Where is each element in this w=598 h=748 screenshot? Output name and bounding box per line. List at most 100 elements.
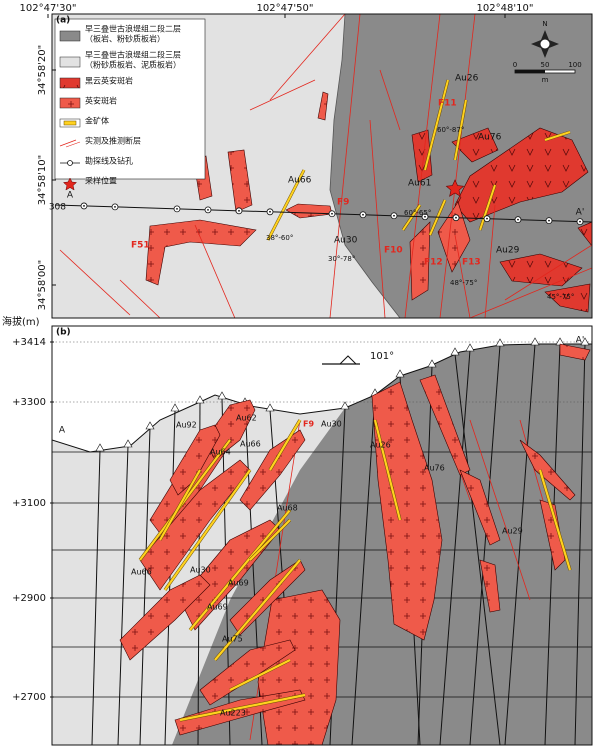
label: 102°47'30" [20,3,77,14]
ore-body [159,469,201,541]
collar [450,347,460,356]
fault [119,279,161,318]
dacite-porphyry [371,381,443,641]
intrusion [227,149,253,213]
azimuth-mark [339,355,357,365]
label: 34°58'00" [37,260,48,311]
collar [580,337,590,346]
drill-hole [139,427,151,745]
scale-bar-fill [515,70,545,73]
ore-body [267,169,305,241]
dacite-porphyry [119,574,211,661]
drill-hole [504,343,536,745]
ore-body [229,659,291,691]
legend-swatch [59,30,81,42]
intrusion [409,221,431,301]
intrusion [544,283,591,313]
topography [52,343,592,453]
label: 黑云英安斑岩 [85,76,133,86]
label: N [542,20,547,28]
collar [95,443,105,452]
label: Au69 [228,579,249,588]
label: A' [576,208,585,218]
collar [123,439,133,448]
drill-hole [351,394,376,745]
label: Au30 [334,236,358,246]
label: 48°-75° [450,279,477,287]
borehole-dot [269,210,271,213]
collar [465,343,475,352]
borehole-dot [362,213,364,216]
label: (b) [56,328,71,338]
label: 采样位置 [85,176,117,186]
legend-swatch [59,56,81,68]
borehole-dot [424,215,426,218]
ore-body [402,204,421,231]
label: 实测及推测断层 [85,136,141,146]
dacite-porphyry [199,639,296,706]
label: Au223 [220,709,246,718]
ore-body [179,693,306,722]
ore-body [479,184,496,231]
legend-hole [67,160,73,166]
label: 海拔(m) [2,315,40,328]
label: F9 [337,198,349,208]
label: F51 [131,241,150,251]
label: Au30 [321,420,342,429]
legend-fault [65,141,81,148]
label: 早三叠世古浪堤组二段二层 [85,24,181,34]
panel-a-frame [51,13,593,319]
collar [530,337,540,346]
intrusion [437,201,471,273]
label: F13 [462,258,481,268]
label: Au30 [190,566,211,575]
legend-star [62,177,78,191]
drill-hole [117,445,129,745]
collar [495,338,505,347]
label: （粉砂质板岩、泥质板岩） [85,60,181,70]
ore-body [424,79,449,171]
label: A' [576,336,585,346]
fault [269,14,346,101]
label: Au29 [496,246,520,256]
label: 金矿体 [85,116,109,126]
label: +2900 [12,593,46,604]
intrusion [499,253,583,287]
label: 英安斑岩 [85,96,117,106]
dacite-porphyry [239,429,306,511]
ore-body [249,519,291,561]
label: 34°58'10" [37,155,48,206]
label: Au26 [455,74,479,84]
fault [369,119,386,318]
ore-body [139,439,231,561]
label: Au76 [424,464,445,473]
label: F12 [424,258,443,268]
intrusion [451,127,499,163]
label: Au76 [478,133,502,143]
label: Au92 [176,421,197,430]
legend-fault [59,139,77,147]
label: 30°-78° [328,255,355,263]
legend-swatch-ore [63,120,77,126]
label: Au26 [370,441,391,450]
intrusion [411,129,433,183]
borehole-dot [393,214,395,217]
collar [340,401,350,410]
drill-hole [454,353,501,745]
drill-hole [91,449,101,745]
borehole-dot [238,209,240,212]
label: Au64 [210,448,231,457]
ore-body [454,99,467,161]
drill-hole [574,343,586,745]
borehole-dot [548,219,550,222]
label: 102°48'10" [477,3,534,14]
ore-body [189,509,291,631]
label: 100 [568,61,581,69]
label: 101° [370,351,394,362]
panel-b-frame [51,325,593,746]
drill-hole [439,349,471,745]
label: 早三叠世古浪堤组二段三层 [85,50,181,60]
formation-dark [329,14,592,318]
fault [249,79,316,111]
